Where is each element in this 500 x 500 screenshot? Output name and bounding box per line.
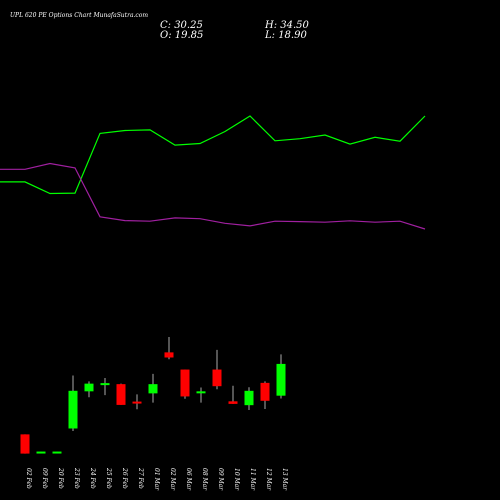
x-tick-label: 11 Mar <box>249 468 256 491</box>
x-tick-label: 13 Mar <box>281 468 288 491</box>
candle-body <box>20 434 30 454</box>
x-tick-label: 09 Mar <box>217 468 224 491</box>
candle-body <box>164 352 174 358</box>
high-value: H: 34.50 <box>264 20 310 31</box>
x-tick-label: 02 Feb <box>25 468 32 489</box>
x-tick-label: 06 Mar <box>185 468 192 491</box>
x-tick-label: 02 Mar <box>169 468 176 491</box>
candle-body <box>52 451 62 454</box>
candle-body <box>244 390 254 406</box>
candle-body <box>228 401 238 404</box>
x-tick-label: 09 Feb <box>41 468 48 489</box>
x-tick-label: 25 Feb <box>105 467 112 489</box>
x-tick-label: 23 Feb <box>73 467 80 489</box>
x-axis-labels: 02 Feb 09 Feb 20 Feb 23 Feb 24 Feb 25 Feb 26 F… <box>25 467 288 491</box>
x-tick-label: 26 Feb <box>121 467 128 489</box>
candle-body <box>180 369 190 397</box>
x-tick-label: 01 Mar <box>153 468 160 491</box>
x-tick-label: 20 Feb <box>57 467 64 489</box>
low-value: L: 18.90 <box>264 30 307 41</box>
green-series-line <box>0 115 426 195</box>
x-tick-label: 24 Feb <box>89 467 96 489</box>
indicator-lines <box>0 115 426 230</box>
candle-body <box>196 391 206 394</box>
candle-body <box>260 382 270 401</box>
x-tick-label: 27 Feb <box>137 467 144 489</box>
x-tick-label: 10 Mar <box>233 468 240 491</box>
open-value: O: 19.85 <box>160 30 203 41</box>
x-tick-label: 08 Mar <box>201 468 208 491</box>
candle-body <box>212 369 222 387</box>
candle-body <box>116 384 126 405</box>
candle-body <box>100 383 110 386</box>
candle-body <box>36 451 46 454</box>
candle-body <box>276 363 286 396</box>
candle-body <box>84 383 94 392</box>
purple-series-line <box>0 162 426 230</box>
candle-body <box>68 390 78 429</box>
x-tick-label: 12 Mar <box>265 468 272 491</box>
chart-title: UPL 620 PE Options Chart MunafaSutra.com <box>10 12 148 19</box>
candle-body <box>132 401 142 404</box>
candle-body <box>148 384 158 394</box>
close-value: C: 30.25 <box>160 20 203 31</box>
candles <box>20 337 286 454</box>
